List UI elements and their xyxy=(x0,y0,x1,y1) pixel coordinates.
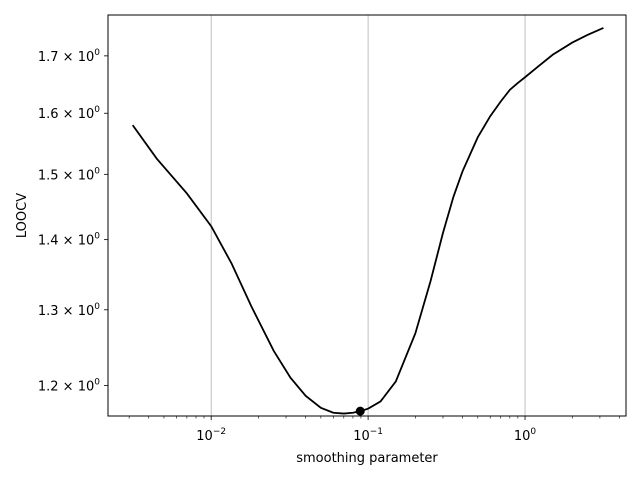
y-tick-label-3: 1.5 × 100 xyxy=(38,166,100,183)
axis-ticks: 10−2 10−1 100 1.2 × 100 1.3 × 100 1.4 × 100 1.… xyxy=(38,48,620,444)
minimum-marker xyxy=(355,406,365,416)
y-tick-label-4: 1.6 × 100 xyxy=(38,105,100,122)
y-tick-label-2: 1.4 × 100 xyxy=(38,232,100,249)
y-tick-label-0: 1.2 × 100 xyxy=(38,378,100,395)
x-tick-label-2: 100 xyxy=(514,427,537,444)
y-axis-label: LOOCV xyxy=(15,193,30,238)
plot-area-frame xyxy=(107,14,627,417)
x-tick-label-0: 10−2 xyxy=(196,427,226,444)
x-tick-label-1: 10−1 xyxy=(353,427,383,444)
y-tick-label-5: 1.7 × 100 xyxy=(38,48,100,65)
x-axis-label: smoothing parameter xyxy=(296,451,438,466)
series-line-loocv xyxy=(131,27,604,415)
y-tick-label-1: 1.3 × 100 xyxy=(38,302,100,319)
grid-lines xyxy=(210,15,526,416)
